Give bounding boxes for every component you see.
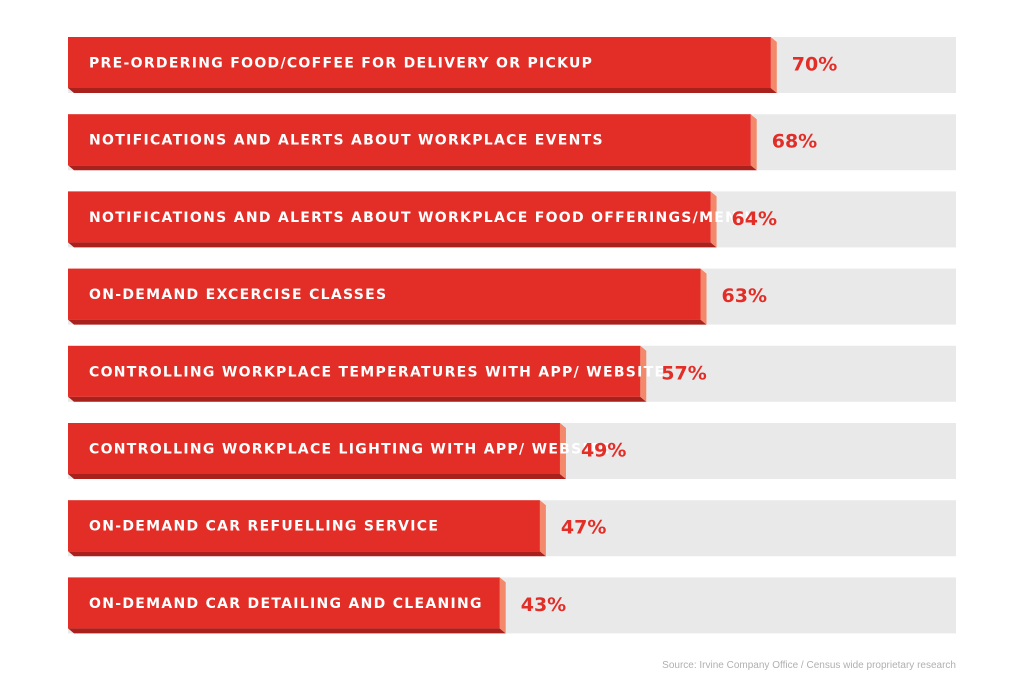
bar-side-face [499,577,506,634]
bar-value-label: 57% [661,362,706,384]
bar-row: PRE-ORDERING FOOD/COFFEE FOR DELIVERY OR… [68,37,956,93]
bar [68,577,500,629]
bar-side-face [770,37,777,93]
bar [68,268,701,320]
bar-side-face [559,423,566,479]
bar-category-label: ON-DEMAND CAR DETAILING AND CLEANING [89,596,483,612]
bar [68,345,641,397]
bar-side-face [539,500,546,557]
bar-value-label: 70% [792,54,837,76]
bar-row: CONTROLLING WORKPLACE TEMPERATURES WITH … [68,345,956,402]
bar-bottom-face [68,165,757,171]
bar-value-label: 47% [561,517,606,539]
bar [68,423,560,474]
bar-bottom-face [68,551,546,557]
bar-row: ON-DEMAND EXCERCISE CLASSES 63% [68,268,956,325]
bar-category-label: NOTIFICATIONS AND ALERTS ABOUT WORKPLACE… [89,133,604,149]
bar-value-label: 43% [521,594,566,616]
bar-bottom-face [68,88,777,93]
bar-category-label: PRE-ORDERING FOOD/COFFEE FOR DELIVERY OR… [89,56,593,72]
bar-bottom-face [68,319,707,325]
bar-category-label: NOTIFICATIONS AND ALERTS ABOUT WORKPLACE… [89,210,751,226]
bar-row: NOTIFICATIONS AND ALERTS ABOUT WORKPLACE… [68,191,956,248]
bar-category-label: ON-DEMAND CAR REFUELLING SERVICE [89,519,439,535]
bar [68,500,540,552]
bar-side-face [750,114,757,171]
bar-row: ON-DEMAND CAR DETAILING AND CLEANING 43% [68,577,956,634]
bar-category-label: CONTROLLING WORKPLACE LIGHTING WITH APP/… [89,442,611,458]
bar-row: ON-DEMAND CAR REFUELLING SERVICE 47% [68,500,956,557]
bar-value-label: 49% [581,440,626,462]
bar-bottom-face [68,396,647,402]
bar-bottom-face [68,474,566,479]
bar-side-face [700,268,707,325]
bar-value-label: 68% [772,131,817,153]
bar-side-face [710,191,717,248]
bar-bottom-face [68,242,717,248]
bar-bottom-face [68,628,506,634]
bar-row: CONTROLLING WORKPLACE LIGHTING WITH APP/… [68,423,956,479]
bar-side-face [640,345,647,402]
bar-value-label: 63% [722,285,767,307]
bar [68,191,711,243]
bar-category-label: CONTROLLING WORKPLACE TEMPERATURES WITH … [89,364,665,380]
source-note: Source: Irvine Company Office / Census w… [662,660,956,671]
bar-value-label: 64% [732,208,777,230]
bar [68,37,771,88]
bar-category-label: ON-DEMAND EXCERCISE CLASSES [89,287,387,303]
bar [68,114,751,166]
bar-row: NOTIFICATIONS AND ALERTS ABOUT WORKPLACE… [68,114,956,171]
